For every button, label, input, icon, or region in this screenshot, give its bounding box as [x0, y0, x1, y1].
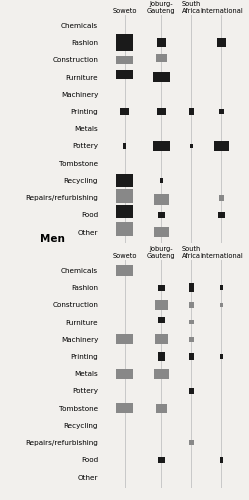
- FancyBboxPatch shape: [217, 38, 226, 47]
- FancyBboxPatch shape: [116, 189, 133, 203]
- FancyBboxPatch shape: [155, 300, 168, 310]
- FancyBboxPatch shape: [158, 284, 165, 290]
- FancyBboxPatch shape: [123, 142, 126, 150]
- FancyBboxPatch shape: [116, 403, 133, 413]
- FancyBboxPatch shape: [189, 284, 194, 292]
- FancyBboxPatch shape: [219, 194, 224, 200]
- FancyBboxPatch shape: [158, 457, 165, 463]
- FancyBboxPatch shape: [157, 38, 166, 47]
- FancyBboxPatch shape: [154, 368, 169, 379]
- FancyBboxPatch shape: [120, 108, 129, 115]
- FancyBboxPatch shape: [154, 194, 169, 204]
- FancyBboxPatch shape: [220, 302, 223, 307]
- FancyBboxPatch shape: [157, 108, 166, 115]
- FancyBboxPatch shape: [218, 212, 225, 218]
- FancyBboxPatch shape: [116, 368, 133, 379]
- FancyBboxPatch shape: [190, 144, 193, 148]
- FancyBboxPatch shape: [116, 34, 133, 51]
- FancyBboxPatch shape: [189, 320, 194, 324]
- FancyBboxPatch shape: [158, 352, 165, 361]
- FancyBboxPatch shape: [189, 388, 194, 394]
- FancyBboxPatch shape: [116, 334, 133, 344]
- FancyBboxPatch shape: [116, 265, 133, 276]
- FancyBboxPatch shape: [155, 334, 168, 344]
- FancyBboxPatch shape: [189, 302, 194, 308]
- FancyBboxPatch shape: [158, 318, 165, 324]
- FancyBboxPatch shape: [156, 54, 167, 62]
- FancyBboxPatch shape: [219, 109, 224, 114]
- FancyBboxPatch shape: [189, 108, 194, 115]
- FancyBboxPatch shape: [220, 354, 223, 359]
- FancyBboxPatch shape: [116, 174, 133, 188]
- FancyBboxPatch shape: [154, 227, 169, 237]
- FancyBboxPatch shape: [156, 404, 167, 412]
- FancyBboxPatch shape: [153, 141, 170, 151]
- FancyBboxPatch shape: [116, 70, 133, 79]
- FancyBboxPatch shape: [158, 212, 165, 218]
- FancyBboxPatch shape: [214, 141, 229, 151]
- FancyBboxPatch shape: [189, 440, 194, 446]
- FancyBboxPatch shape: [153, 72, 170, 82]
- FancyBboxPatch shape: [116, 56, 133, 64]
- FancyBboxPatch shape: [160, 178, 163, 182]
- FancyBboxPatch shape: [220, 458, 223, 462]
- FancyBboxPatch shape: [189, 354, 194, 360]
- FancyBboxPatch shape: [189, 336, 194, 342]
- FancyBboxPatch shape: [116, 222, 133, 235]
- Text: Men: Men: [40, 234, 65, 244]
- FancyBboxPatch shape: [116, 206, 133, 218]
- FancyBboxPatch shape: [220, 285, 223, 290]
